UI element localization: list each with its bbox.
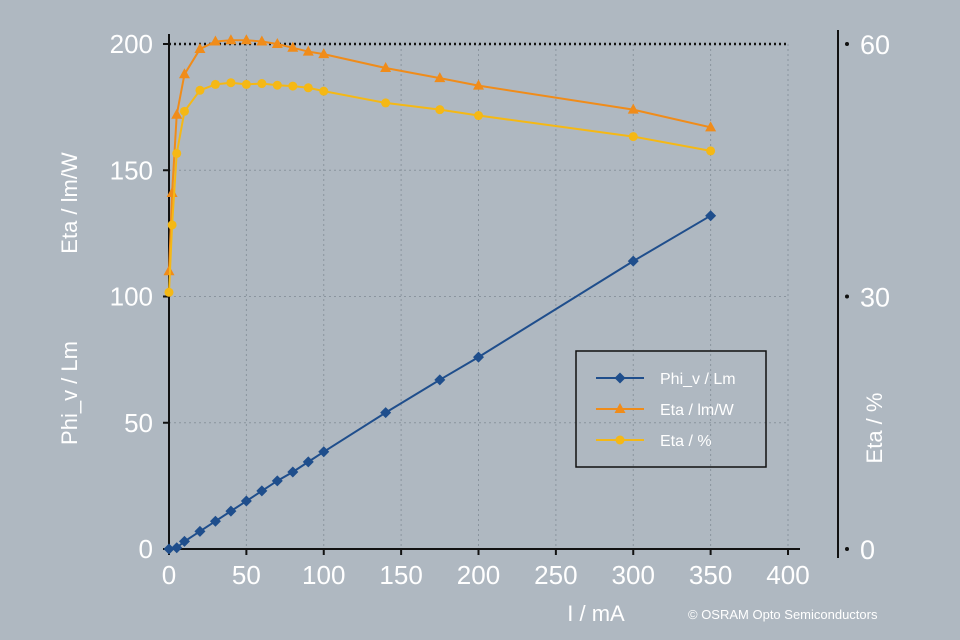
data-point-1: [473, 79, 484, 90]
series-layer: [163, 34, 717, 555]
legend-label: Eta / lm/W: [660, 402, 735, 419]
data-point-0: [209, 515, 221, 527]
x-tick-label: 50: [232, 560, 261, 590]
data-point-1: [380, 61, 392, 72]
axis-layer: 0 50 100 150 200 250 300 350 400 0 50 100 150 200 0 30 6…: [57, 29, 890, 626]
data-point-1: [225, 34, 237, 45]
data-point-1: [194, 43, 206, 54]
data-point-0: [318, 446, 330, 458]
data-point-2: [303, 83, 313, 93]
series-line-1: [168, 39, 711, 272]
data-point-0: [473, 351, 484, 363]
legend-label: Phi_v / Lm: [660, 371, 736, 388]
x-tick-label: 350: [689, 560, 732, 590]
y-left-title-eta: Eta / lm/W: [57, 152, 82, 254]
x-tick-label: 250: [534, 560, 577, 590]
x-axis-title: I / mA: [567, 601, 625, 626]
data-point-2: [628, 132, 638, 142]
x-tick-label: 400: [766, 560, 809, 590]
data-point-0: [163, 543, 175, 555]
y-left-title-phi: Phi_v / Lm: [57, 341, 82, 445]
data-point-2: [172, 148, 182, 158]
data-point-0: [271, 475, 283, 487]
x-tick-label: 150: [379, 560, 422, 590]
data-point-1: [240, 34, 252, 45]
legend-marker: [614, 403, 626, 413]
data-point-0: [178, 535, 190, 547]
data-point-2: [474, 111, 483, 121]
data-point-1: [434, 72, 446, 83]
data-point-1: [171, 108, 183, 119]
x-tick-label: 300: [612, 560, 655, 590]
data-point-0: [287, 466, 299, 478]
data-point-2: [210, 79, 220, 89]
data-point-0: [171, 542, 183, 554]
data-point-1: [271, 38, 283, 48]
y-left-tick-label: 150: [110, 155, 153, 185]
y-left-tick-label: 200: [110, 29, 153, 59]
data-point-0: [302, 456, 314, 468]
data-point-1: [627, 103, 639, 114]
data-point-2: [179, 106, 189, 116]
data-point-2: [257, 79, 267, 89]
legend-box: [575, 350, 767, 468]
data-point-0: [225, 505, 237, 517]
y-left-tick-label: 50: [124, 408, 153, 438]
legend-marker: [615, 435, 625, 445]
data-point-1: [302, 45, 314, 56]
data-point-0: [627, 255, 639, 267]
data-point-2: [319, 86, 329, 96]
data-point-0: [705, 210, 717, 222]
legend-label: Eta / %: [660, 433, 712, 450]
x-tick-label: 0: [162, 560, 176, 590]
data-point-2: [435, 105, 445, 115]
data-point-2: [164, 287, 174, 297]
data-point-1: [287, 41, 299, 52]
data-point-2: [706, 146, 716, 156]
x-tick-label: 100: [302, 560, 345, 590]
data-point-2: [288, 81, 298, 91]
y-right-tick: [845, 294, 849, 299]
data-point-2: [381, 98, 391, 108]
data-point-1: [178, 68, 190, 79]
y-right-title: Eta / %: [862, 393, 887, 464]
data-point-1: [209, 35, 221, 46]
data-point-0: [380, 407, 392, 419]
data-point-2: [241, 79, 251, 89]
legend-marker: [614, 372, 626, 384]
y-right-tick-label: 60: [860, 30, 890, 60]
legend: Phi_v / Lm Eta / lm/W Eta / %: [575, 350, 767, 468]
data-point-0: [240, 495, 252, 507]
series-line-2: [168, 81, 711, 293]
y-right-tick-label: 0: [860, 535, 875, 565]
data-point-0: [256, 485, 268, 497]
data-point-1: [163, 265, 175, 276]
data-point-0: [434, 374, 446, 386]
x-tick-label: 200: [457, 560, 500, 590]
y-right-tick: [845, 547, 849, 551]
copyright-text: © OSRAM Opto Semiconductors: [688, 607, 878, 622]
data-point-2: [226, 78, 236, 88]
y-right-tick: [845, 42, 849, 46]
data-point-1: [256, 35, 268, 46]
y-left-tick-label: 0: [139, 534, 153, 564]
y-left-tick-label: 100: [110, 282, 153, 312]
data-point-1: [318, 48, 330, 59]
data-point-2: [167, 220, 177, 230]
y-right-tick-label: 30: [860, 283, 890, 313]
data-point-1: [705, 121, 717, 132]
data-point-2: [195, 85, 205, 95]
data-point-0: [194, 525, 206, 537]
data-point-2: [272, 80, 282, 90]
